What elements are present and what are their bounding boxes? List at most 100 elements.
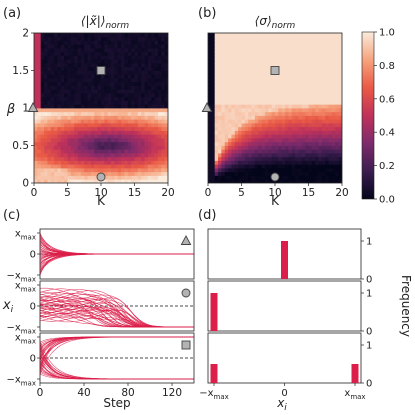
- heatmap-cell: [244, 141, 249, 146]
- heatmap-cell: [328, 44, 333, 49]
- heatmap-cell: [70, 74, 75, 79]
- panel-d-frame: [207, 332, 362, 384]
- heatmap-cell: [231, 130, 236, 135]
- heatmap-cell: [285, 111, 289, 116]
- heatmap-cell: [74, 141, 78, 146]
- heatmap-cell: [64, 93, 68, 98]
- heatmap-cell: [288, 130, 293, 135]
- heatmap-cell: [164, 171, 168, 176]
- heatmap-cell: [271, 130, 276, 135]
- heatmap-cell: [111, 149, 115, 154]
- heatmap-cell: [234, 168, 239, 173]
- heatmap-cell: [47, 81, 52, 86]
- heatmap-cell: [141, 96, 145, 101]
- heatmap-cell: [264, 66, 269, 71]
- heatmap-cell: [80, 168, 85, 173]
- heatmap-cell: [117, 70, 122, 75]
- heatmap-cell: [234, 104, 239, 109]
- heatmap-cell: [221, 93, 226, 98]
- heatmap-cell: [134, 55, 139, 60]
- heatmap-cell: [141, 141, 145, 146]
- heatmap-cell: [281, 156, 286, 161]
- heatmap-cell: [311, 40, 316, 45]
- heatmap-cell: [335, 36, 340, 41]
- y-tick-label: 2: [22, 28, 29, 40]
- heatmap-cell: [214, 66, 219, 71]
- heatmap-cell: [54, 33, 58, 38]
- heatmap-cell: [231, 36, 236, 41]
- heatmap-cell: [77, 153, 82, 158]
- heatmap-cell: [321, 168, 326, 173]
- heatmap-cell: [124, 160, 129, 165]
- heatmap-cell: [87, 134, 92, 139]
- heatmap-cell: [224, 104, 229, 109]
- heatmap-cell: [261, 78, 266, 83]
- heatmap-cell: [111, 33, 115, 38]
- heatmap-cell: [211, 179, 216, 183]
- heatmap-cell: [161, 168, 166, 173]
- heatmap-cell: [114, 108, 119, 113]
- heatmap-cell: [311, 36, 316, 41]
- heatmap-cell: [311, 175, 316, 180]
- heatmap-cell: [228, 100, 232, 105]
- heatmap-cell: [264, 40, 269, 45]
- heatmap-cell: [241, 66, 246, 71]
- heatmap-cell: [90, 33, 95, 38]
- heatmap-cell: [331, 104, 336, 109]
- panel-b-title: ⟨σ⟩norm: [255, 14, 296, 31]
- heatmap-cell: [101, 93, 105, 98]
- heatmap-cell: [127, 156, 132, 161]
- heatmap-cell: [104, 123, 109, 128]
- heatmap-cell: [70, 119, 75, 124]
- heatmap-cell: [121, 40, 125, 45]
- heatmap-cell: [131, 48, 135, 53]
- heatmap-cell: [74, 115, 78, 120]
- trajectory-line: [40, 253, 194, 276]
- heatmap-cell: [54, 141, 58, 146]
- heatmap-cell: [37, 145, 42, 150]
- heatmap-cell: [254, 104, 259, 109]
- heatmap-cell: [124, 48, 129, 53]
- heatmap-cell: [244, 59, 249, 64]
- heatmap-cell: [318, 115, 323, 120]
- colorbar-tick-label: 0.4: [379, 128, 395, 139]
- heatmap-cell: [331, 153, 336, 158]
- heatmap-cell: [54, 51, 58, 56]
- heatmap-cell: [144, 96, 149, 101]
- heatmap-cell: [157, 74, 162, 79]
- heatmap-cell: [54, 74, 58, 79]
- heatmap-cell: [331, 111, 336, 116]
- heatmap-cell: [295, 145, 299, 150]
- heatmap-cell: [60, 168, 65, 173]
- heatmap-cell: [124, 156, 129, 161]
- heatmap-cell: [94, 59, 99, 64]
- heatmap-cell: [338, 160, 342, 165]
- heatmap-cell: [311, 96, 316, 101]
- heatmap-cell: [57, 48, 62, 53]
- heatmap-cell: [315, 138, 319, 143]
- heatmap-cell: [117, 123, 122, 128]
- heatmap-cell: [214, 115, 219, 120]
- heatmap-cell: [137, 63, 142, 68]
- heatmap-cell: [241, 123, 246, 128]
- heatmap-cell: [214, 164, 219, 169]
- panel-d-frame: [207, 280, 362, 332]
- heatmap-cell: [80, 171, 85, 176]
- heatmap-cell: [335, 119, 340, 124]
- heatmap-cell: [275, 115, 279, 120]
- heatmap-cell: [137, 59, 142, 64]
- heatmap-cell: [64, 59, 68, 64]
- heatmap-cell: [261, 74, 266, 79]
- heatmap-cell: [214, 156, 219, 161]
- heatmap-cell: [70, 108, 75, 113]
- heatmap-cell: [67, 74, 72, 79]
- heatmap-cell: [254, 134, 259, 139]
- heatmap-cell: [285, 33, 289, 38]
- heatmap-cell: [70, 175, 75, 180]
- heatmap-cell: [261, 96, 266, 101]
- heatmap-cell: [288, 51, 293, 56]
- heatmap-cell: [114, 74, 119, 79]
- heatmap-cell: [97, 51, 102, 56]
- heatmap-cell: [315, 85, 319, 90]
- panel-d-ylabel: Frequency: [399, 275, 413, 337]
